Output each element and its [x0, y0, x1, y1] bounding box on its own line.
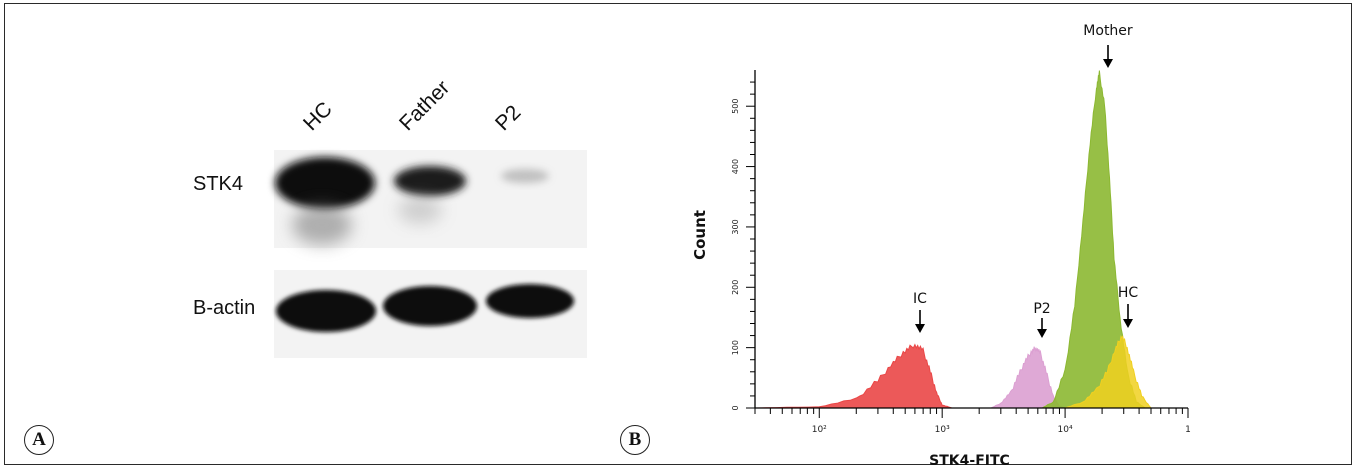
row-label-stk4: STK4: [193, 173, 244, 195]
x-tick-label: 10²: [812, 425, 827, 435]
histogram-peak-ic: [754, 343, 953, 409]
y-tick-label: 200: [731, 280, 740, 295]
x-axis-title: STK4-FITC: [929, 453, 1010, 469]
histogram-annotations: Mother IC P2 HC: [913, 23, 1138, 338]
y-axis-title: Count: [691, 210, 709, 260]
down-arrow-head: [1123, 319, 1133, 328]
x-tick-label: 1: [1185, 425, 1191, 435]
x-tick-label: 10⁴: [1058, 425, 1073, 435]
annotation-label-mother: Mother: [1083, 23, 1133, 39]
y-tick-label: 0: [731, 405, 740, 410]
y-tick-label: 100: [731, 340, 740, 355]
y-tick-label: 500: [731, 99, 740, 114]
figure-frame: [4, 3, 1352, 465]
histogram-series: [754, 70, 1153, 409]
y-tick-label: 400: [731, 159, 740, 174]
panel-label-b: B: [620, 425, 650, 455]
histogram-axes: 0 100 200 300 400 500 10² 10³ 10⁴ 1 STK4-FITC Count: [691, 70, 1191, 469]
annotation-label-ic: IC: [913, 291, 927, 307]
row-label-b-actin: B-actin: [193, 297, 256, 319]
y-tick-label: 300: [731, 219, 740, 234]
histogram-peak-hc: [1064, 334, 1153, 409]
histogram-peak-p2: [990, 346, 1066, 409]
annotation-label-hc: HC: [1118, 285, 1139, 301]
panel-label-a: A: [24, 425, 54, 455]
x-tick-label: 10³: [935, 425, 950, 435]
down-arrow-head: [1037, 329, 1047, 338]
down-arrow-head: [1103, 59, 1113, 68]
down-arrow-head: [915, 324, 925, 333]
annotation-label-p2: P2: [1033, 301, 1050, 317]
